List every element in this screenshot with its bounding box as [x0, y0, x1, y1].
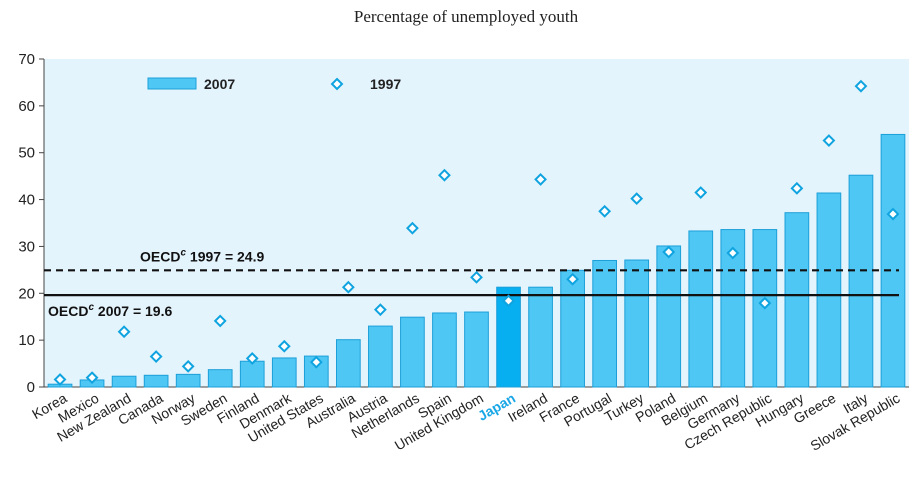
legend-swatch-2007	[147, 77, 197, 90]
legend-swatch-1997	[330, 77, 344, 91]
marker-1997-norway	[181, 359, 195, 373]
marker-1997-italy	[854, 79, 868, 93]
bar-turkey	[624, 259, 650, 388]
bars-2007	[47, 133, 906, 388]
y-tick-label: 50	[18, 145, 35, 162]
chart-title: Percentage of unemployed youth	[354, 7, 579, 26]
legend: 2007 1997	[147, 76, 401, 92]
bar-belgium	[688, 230, 714, 388]
markers-1997	[53, 79, 900, 386]
reference-label-sup: c	[180, 247, 186, 258]
marker-1997-united-states	[309, 355, 323, 369]
bar-ireland	[528, 286, 553, 388]
y-tick-label: 60	[18, 98, 35, 115]
marker-1997-korea	[53, 373, 67, 386]
marker-1997-czech-republic	[758, 296, 772, 310]
marker-1997-greece	[822, 134, 836, 147]
reference-label-prefix: OECD	[48, 303, 88, 319]
bar-greece	[816, 192, 842, 388]
marker-1997-mexico	[85, 371, 99, 385]
marker-1997-turkey	[630, 192, 644, 206]
marker-1997-ireland	[534, 173, 547, 186]
marker-1997-japan	[502, 294, 515, 308]
bar-netherlands	[400, 316, 425, 388]
bar-poland	[656, 245, 682, 388]
marker-1997-canada	[149, 350, 163, 363]
reference-label-prefix: OECD	[140, 248, 180, 264]
y-tick-label: 70	[18, 51, 35, 68]
marker-1997-sweden	[213, 314, 227, 328]
bar-spain	[432, 312, 457, 388]
y-tick-label: 40	[18, 192, 35, 209]
bar-austria	[368, 325, 393, 388]
bar-france	[560, 269, 585, 388]
bar-hungary	[784, 212, 810, 388]
marker-1997-new-zealand	[117, 325, 131, 339]
marker-1997-netherlands	[406, 221, 419, 235]
bar-united-kingdom	[464, 311, 489, 388]
marker-1997-austria	[373, 303, 387, 317]
bar-australia	[335, 339, 361, 388]
marker-1997-spain	[438, 168, 451, 182]
bar-denmark	[271, 357, 297, 388]
marker-1997-belgium	[694, 186, 708, 199]
marker-1997-denmark	[277, 339, 291, 353]
marker-1997-finland	[245, 352, 259, 365]
bar-slovak-republic	[880, 133, 906, 388]
legend-label-1997: 1997	[370, 76, 401, 92]
marker-1997-slovak-republic	[886, 207, 900, 221]
legend-label-2007: 2007	[204, 76, 235, 92]
y-tick-label: 30	[18, 238, 35, 255]
reference-label-suffix: 2007 = 19.6	[94, 303, 172, 319]
y-tick-label: 20	[18, 285, 35, 302]
marker-1997-hungary	[790, 181, 804, 195]
marker-1997-portugal	[598, 204, 612, 218]
bar-portugal	[592, 259, 618, 388]
reference-line-label: OECDc 2007 = 19.6	[48, 302, 172, 319]
marker-1997-united-kingdom	[470, 270, 483, 284]
marker-1997-germany	[726, 246, 740, 260]
y-tick-label: 10	[18, 332, 35, 349]
bar-germany	[720, 229, 746, 388]
bar-italy	[848, 174, 874, 388]
reference-label-sup: c	[88, 302, 94, 313]
marker-1997-poland	[662, 245, 676, 259]
reference-label-suffix: 1997 = 24.9	[186, 248, 264, 264]
marker-1997-france	[566, 272, 580, 286]
bar-new-zealand	[111, 375, 137, 388]
reference-line-label: OECDc 1997 = 24.9	[140, 247, 264, 264]
bar-japan	[496, 286, 521, 388]
bar-finland	[239, 360, 265, 388]
marker-1997-australia	[341, 280, 355, 294]
bar-norway	[175, 373, 201, 388]
bar-sweden	[207, 369, 233, 388]
y-tick-label: 0	[27, 379, 35, 396]
bar-canada	[143, 374, 169, 388]
